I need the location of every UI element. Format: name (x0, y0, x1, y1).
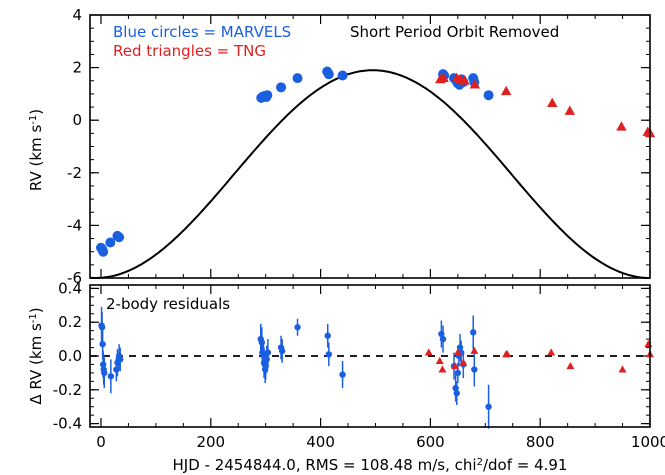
tng-point (459, 358, 468, 366)
legend-marvels: Blue circles = MARVELS (113, 23, 291, 41)
marvels-point (263, 356, 270, 363)
y-tick-label: -4 (67, 216, 82, 234)
y-tick-label: -0.2 (53, 381, 82, 399)
tng-point (438, 365, 447, 373)
tng-point (566, 361, 575, 370)
tng-point (453, 348, 462, 356)
marvels-point (337, 70, 348, 81)
marvels-point (453, 389, 460, 397)
tng-point (564, 105, 576, 115)
marvels-point (471, 366, 478, 373)
tng-point (459, 75, 470, 85)
marvels-point (107, 373, 115, 380)
marvels-point (325, 351, 333, 358)
marvels-point (294, 324, 301, 331)
marvels-point (276, 82, 287, 93)
marvels-point (105, 237, 116, 248)
y-tick-label: -2 (67, 164, 82, 182)
marvels-point (116, 356, 124, 363)
x-tick-label: 0 (96, 433, 106, 451)
x-axis-label-sup: 2 (477, 457, 483, 468)
marvels-point (485, 403, 492, 410)
marvels-point (278, 347, 286, 355)
marvels-point (98, 324, 106, 331)
tng-point (547, 348, 556, 356)
marvels-point (262, 90, 273, 101)
rv-panel: -6 -4 -2 0 2 4 Blue circles = MARVELS Red tri… (27, 6, 656, 287)
y-tick-label: 0.2 (58, 313, 82, 331)
tng-point (500, 85, 512, 96)
residuals-panel: 0 200 400 600 800 1000 -0.4 -0.2 0.0 0.2 0.4 2-bod… (27, 279, 665, 474)
marvels-point (439, 335, 447, 343)
x-tick-label: 400 (306, 433, 335, 451)
tng-point (616, 121, 627, 131)
marvels-point (470, 329, 477, 336)
tng-point (424, 348, 433, 356)
marvels-point (101, 369, 108, 377)
marvels-point (483, 90, 494, 101)
x-tick-label: 800 (526, 433, 555, 451)
tng-point (503, 350, 512, 358)
rv-tick-labels: -6 -4 -2 0 2 4 (67, 6, 82, 287)
tng-point (470, 346, 479, 354)
y-tick-label: 4 (72, 6, 82, 24)
x-tick-label: 200 (196, 433, 225, 451)
residuals-ylabel: Δ RV (km s-1) (27, 307, 45, 404)
tng-point (435, 356, 444, 365)
y-tick-label: 0.4 (58, 279, 82, 297)
marvels-point (98, 246, 109, 257)
tng-point (438, 72, 449, 82)
rv-ylabel-main: RV (km s (27, 125, 45, 192)
residuals-tick-labels: 0 200 400 600 800 1000 -0.4 -0.2 0.0 0.2 0.4 (53, 279, 665, 451)
marvels-point (99, 340, 106, 348)
marvels-point (114, 232, 125, 243)
marvels-point (339, 371, 346, 378)
rv-model-curve (89, 69, 650, 279)
rv-ylabel-sup: -1 (28, 115, 39, 125)
rv-annotation: Short Period Orbit Removed (350, 23, 559, 41)
model-curve-path (89, 69, 650, 279)
residuals-ylabel-main: Δ RV (km s (27, 323, 45, 405)
marvels-point (454, 369, 462, 377)
x-tick-label: 1000 (631, 433, 665, 451)
legend-tng: Red triangles = TNG (113, 42, 266, 60)
residuals-annotation: 2-body residuals (106, 295, 230, 313)
marvels-point (292, 73, 303, 84)
tng-point (644, 339, 653, 348)
tng-point (469, 79, 481, 89)
rv-plot-frame (89, 14, 651, 279)
tng-point (451, 361, 460, 370)
x-axis-label-main: HJD - 2454844.0, RMS = 108.48 m/s, chi (173, 456, 477, 474)
x-axis-label: HJD - 2454844.0, RMS = 108.48 m/s, chi2/… (173, 456, 568, 474)
residuals-data-points (98, 306, 654, 429)
rv-data-points (95, 66, 656, 257)
x-tick-label: 600 (416, 433, 445, 451)
y-tick-label: 0.0 (58, 347, 82, 365)
tng-point (618, 365, 627, 373)
rv-ylabel: RV (km s-1) (27, 109, 45, 191)
marvels-point (264, 349, 272, 356)
marvels-point (323, 69, 334, 80)
y-tick-label: -0.4 (53, 415, 82, 433)
residuals-plot-frame (89, 284, 651, 428)
rv-ylabel-close: ) (27, 109, 45, 115)
tng-point (547, 97, 558, 107)
residuals-ylabel-sup: -1 (28, 313, 39, 323)
residuals-ylabel-close: ) (27, 307, 45, 313)
y-tick-label: 0 (72, 111, 82, 129)
y-tick-label: -6 (67, 269, 82, 287)
x-axis-label-tail: /dof = 4.91 (483, 456, 568, 474)
marvels-point (324, 332, 331, 339)
y-tick-label: 2 (72, 59, 82, 77)
